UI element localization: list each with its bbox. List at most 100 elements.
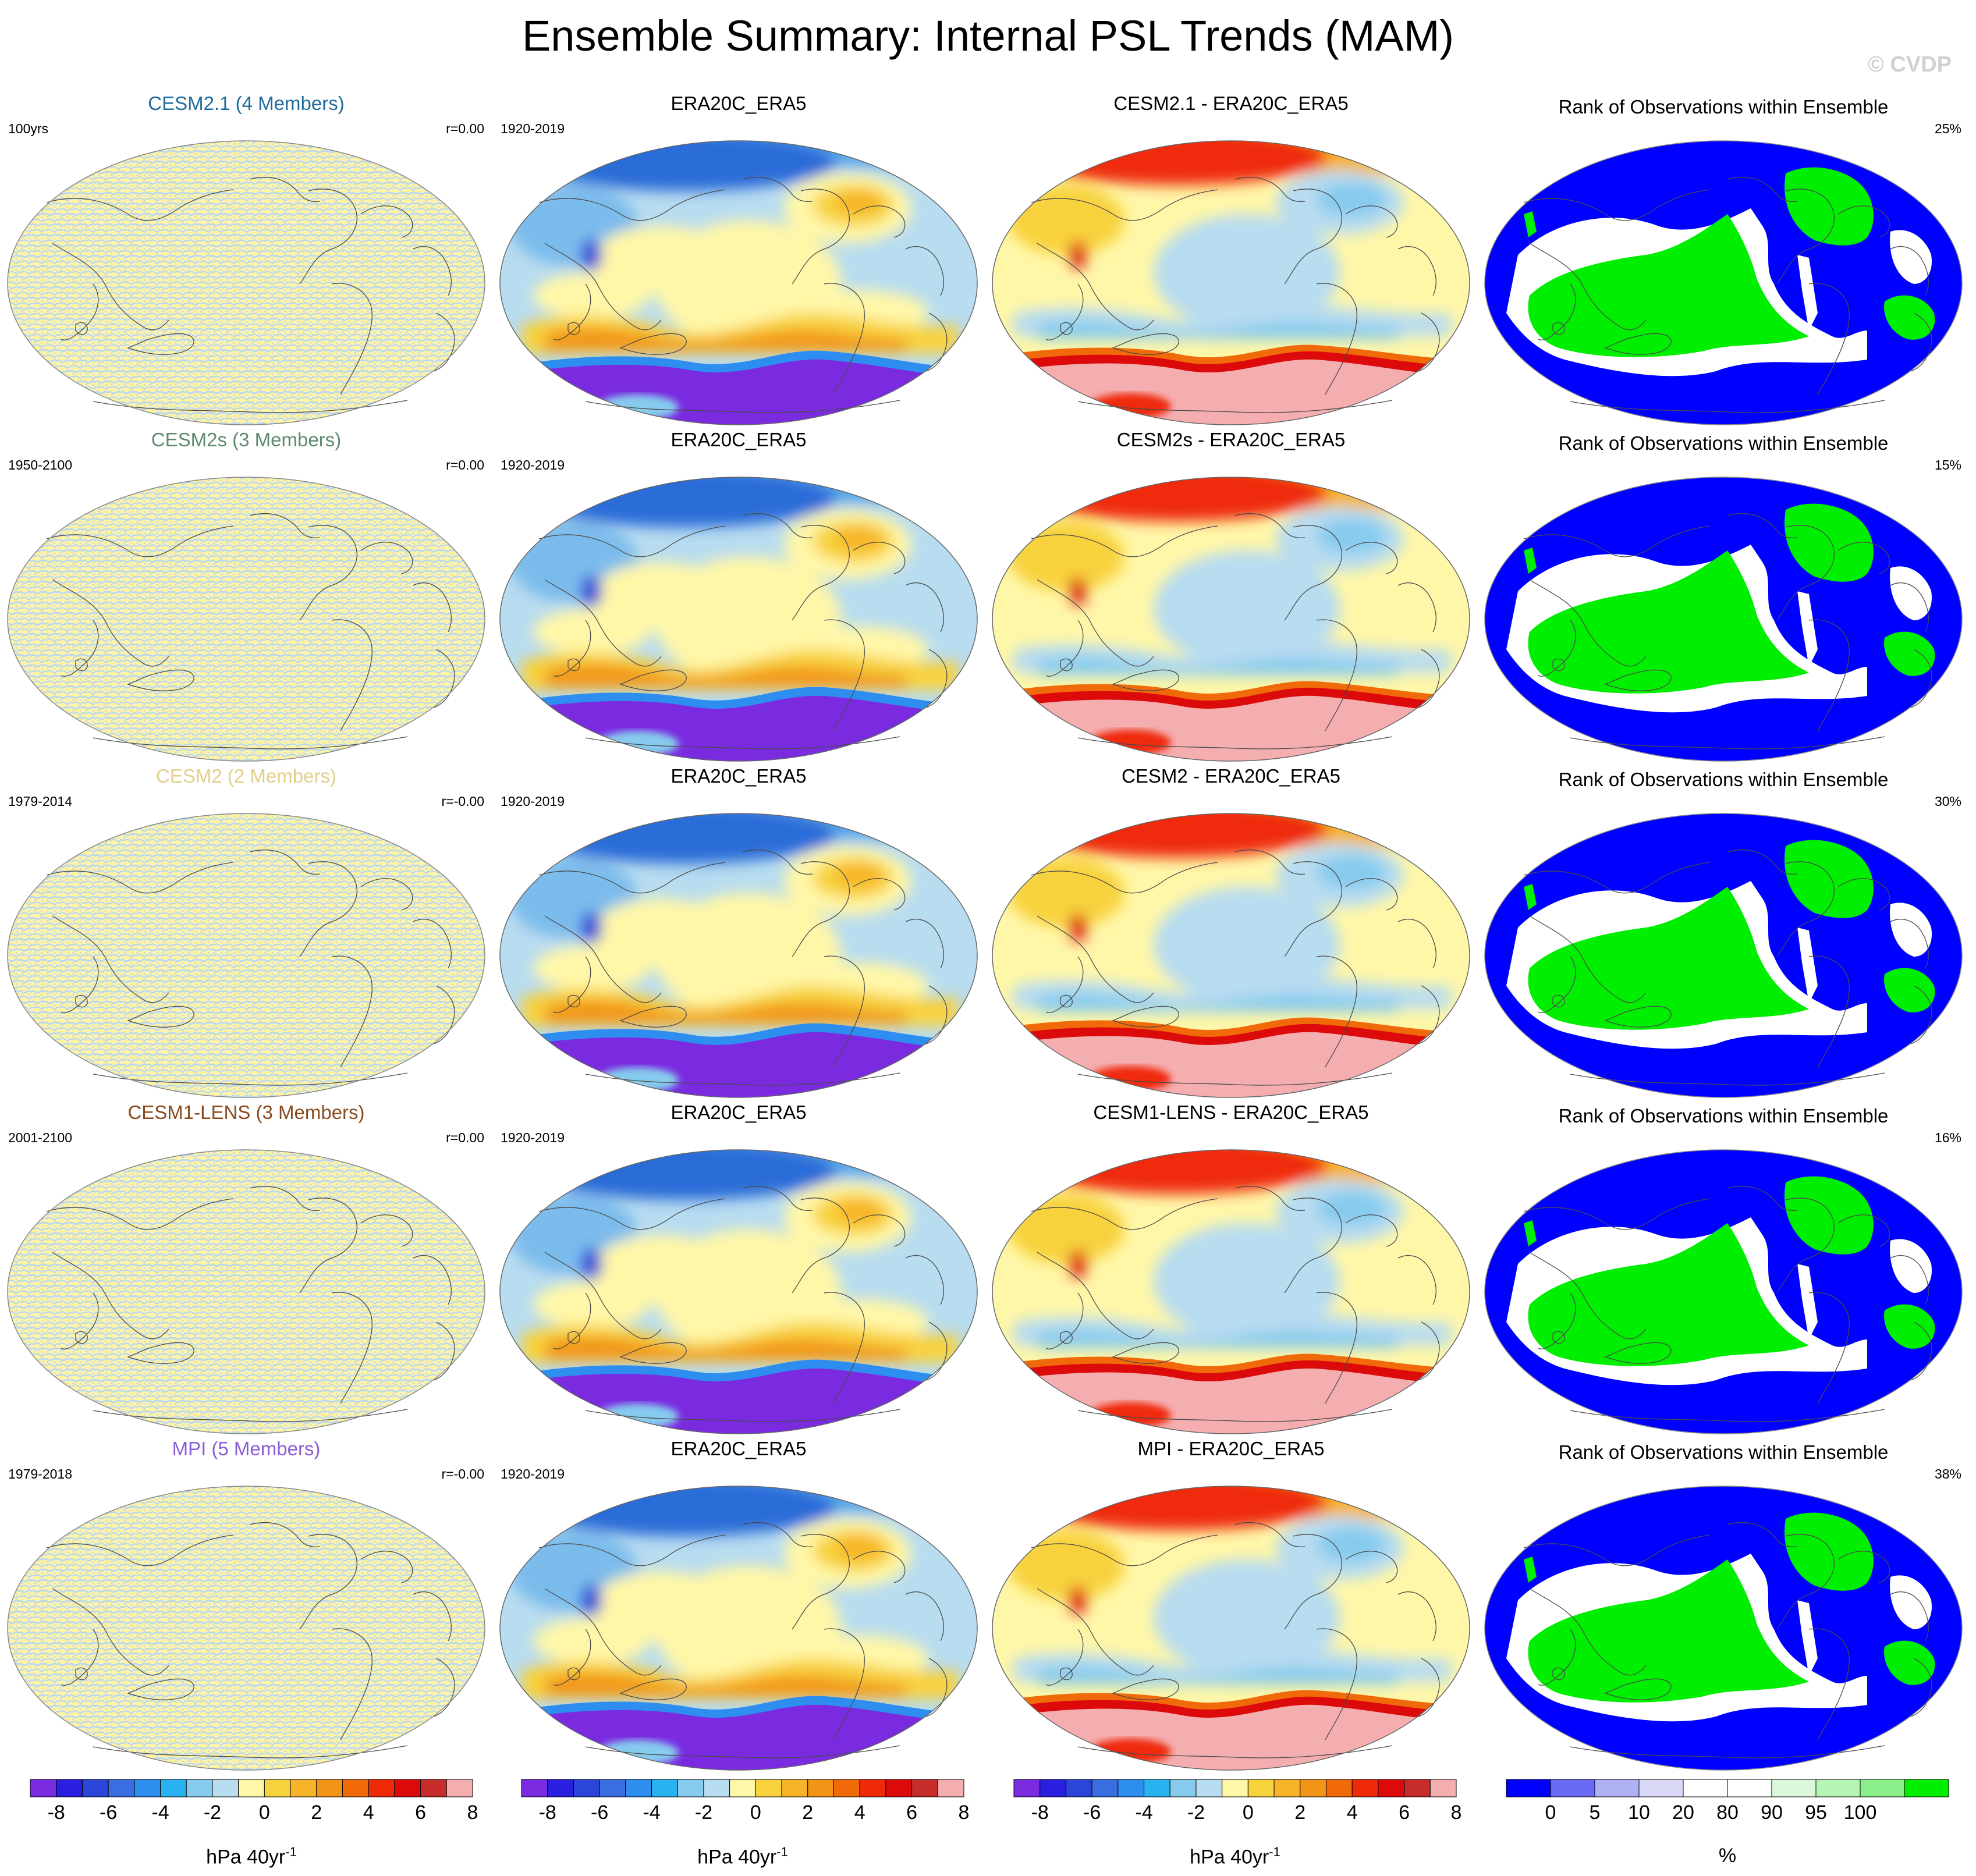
- colorbar-tick-label: 4: [1347, 1802, 1358, 1824]
- colorbar-box: [1325, 1779, 1353, 1797]
- colorbar-box: [1506, 1779, 1551, 1797]
- rank-percent: 16%: [1934, 1130, 1961, 1145]
- colorbar-box: [394, 1779, 421, 1797]
- rank-title: Rank of Observations within Ensemble: [1558, 1105, 1889, 1127]
- observations-title: ERA20C_ERA5: [671, 429, 807, 450]
- colorbar-rank: 0 5 10 20 80 90 95 100 %: [1506, 1779, 1949, 1876]
- colorbar-box: [729, 1779, 756, 1797]
- ensemble-title: CESM1-LENS (3 Members): [127, 1102, 365, 1123]
- map-difference: [991, 811, 1471, 1100]
- panel-difference: CESM2 - ERA20C_ERA5: [985, 765, 1477, 1101]
- observations-period: 1920-2019: [501, 1130, 565, 1145]
- map-observed-trend: [498, 475, 979, 763]
- colorbar-tick-label: 0: [259, 1802, 270, 1824]
- observations-period: 1920-2019: [501, 794, 565, 809]
- colorbar-tick-label: 90: [1761, 1802, 1783, 1824]
- panel-observations: ERA20C_ERA5 1920-2019: [492, 1101, 985, 1437]
- rank-percent: 38%: [1934, 1466, 1961, 1481]
- difference-title: MPI - ERA20C_ERA5: [1137, 1438, 1325, 1459]
- colorbar-box: [547, 1779, 574, 1797]
- map-observed-trend: [498, 138, 979, 427]
- map-ensemble-mean: [6, 138, 487, 427]
- colorbar-tick-label: -8: [1031, 1802, 1049, 1824]
- colorbar-box: [238, 1779, 265, 1797]
- map-difference: [991, 475, 1471, 763]
- pattern-correlation: r=0.00: [446, 1130, 484, 1145]
- colorbar-tick-label: 6: [415, 1802, 426, 1824]
- colorbar-box: [56, 1779, 83, 1797]
- map-rank: [1483, 1484, 1964, 1772]
- panel-difference: CESM1-LENS - ERA20C_ERA5: [985, 1101, 1477, 1437]
- map-ensemble-mean: [6, 811, 487, 1100]
- ensemble-title: CESM2.1 (4 Members): [148, 93, 345, 114]
- map-difference: [991, 138, 1471, 427]
- colorbar-tick-label: 2: [1294, 1802, 1305, 1824]
- colorbar-tick-label: 0: [1545, 1802, 1556, 1824]
- colorbar-tick-label: 95: [1805, 1802, 1827, 1824]
- map-ensemble-mean: [6, 475, 487, 763]
- map-rank: [1483, 811, 1964, 1100]
- colorbar-box: [368, 1779, 395, 1797]
- colorbar-box: [108, 1779, 135, 1797]
- observations-period: 1920-2019: [501, 121, 565, 136]
- panel-difference: CESM2s - ERA20C_ERA5: [985, 428, 1477, 765]
- colorbar-tick-label: 5: [1590, 1802, 1601, 1824]
- pattern-correlation: r=-0.00: [441, 794, 484, 809]
- ensemble-period: 1950-2100: [8, 457, 72, 472]
- colorbar-box: [1144, 1779, 1170, 1797]
- colorbar-box: [937, 1779, 964, 1797]
- colorbar-tick-label: -6: [1083, 1802, 1101, 1824]
- rank-percent: 15%: [1934, 457, 1961, 472]
- colorbar-box: [1351, 1779, 1379, 1797]
- colorbar-box: [1013, 1779, 1041, 1797]
- colorbar-box: [1429, 1779, 1457, 1797]
- colorbar-box: [30, 1779, 57, 1797]
- pattern-correlation: r=0.00: [446, 121, 484, 136]
- observations-title: ERA20C_ERA5: [671, 765, 807, 787]
- colorbar-box: [1169, 1779, 1197, 1797]
- ensemble-title: CESM2s (3 Members): [151, 429, 342, 450]
- colorbar-tick-label: 2: [311, 1802, 322, 1824]
- colorbar-tick-label: -8: [539, 1802, 556, 1824]
- ensemble-title: CESM2 (2 Members): [156, 765, 336, 787]
- colorbar-psl: -8 -6 -4 -2 0 2 4 6 8 hPa 40yr-1: [521, 1779, 969, 1876]
- rank-title: Rank of Observations within Ensemble: [1558, 1441, 1889, 1463]
- panel-ensemble: MPI (5 Members) 1979-2018 r=-0.00: [0, 1437, 492, 1774]
- observations-title: ERA20C_ERA5: [671, 93, 807, 114]
- colorbar-tick-label: 10: [1628, 1802, 1650, 1824]
- colorbar-box: [807, 1779, 834, 1797]
- panel-rank: Rank of Observations within Ensemble 25%: [1477, 92, 1970, 428]
- colorbar-box: [160, 1779, 187, 1797]
- map-rank: [1483, 1147, 1964, 1436]
- panel-ensemble: CESM2 (2 Members) 1979-2014 r=-0.00: [0, 765, 492, 1101]
- colorbar-box: [677, 1779, 704, 1797]
- colorbar-unit-label: hPa 40yr-1: [697, 1845, 788, 1868]
- panel-rank: Rank of Observations within Ensemble 15%: [1477, 428, 1970, 765]
- colorbar-box: [1091, 1779, 1119, 1797]
- colorbar-tick-label: -4: [643, 1802, 660, 1824]
- map-difference: [991, 1147, 1471, 1436]
- observations-title: ERA20C_ERA5: [671, 1102, 807, 1123]
- pattern-correlation: r=-0.00: [441, 1466, 484, 1481]
- map-ensemble-mean: [6, 1147, 487, 1436]
- map-rank: [1483, 475, 1964, 763]
- colorbar-box: [1860, 1779, 1905, 1797]
- colorbar-box: [703, 1779, 730, 1797]
- colorbar-psl-graphic: -8 -6 -4 -2 0 2 4 6 8: [30, 1779, 478, 1824]
- colorbar-box: [1904, 1779, 1949, 1797]
- difference-title: CESM2 - ERA20C_ERA5: [1122, 765, 1340, 787]
- colorbar-box: [1815, 1779, 1861, 1797]
- colorbar-box: [1594, 1779, 1640, 1797]
- colorbar-box: [1378, 1779, 1405, 1797]
- colorbar-box: [1247, 1779, 1275, 1797]
- colorbar-tick-label: 0: [1243, 1802, 1254, 1824]
- colorbar-box: [1683, 1779, 1728, 1797]
- colorbar-tick-label: -6: [591, 1802, 608, 1824]
- colorbar-tick-label: -6: [100, 1802, 117, 1824]
- colorbar-box: [1195, 1779, 1223, 1797]
- colorbar-box: [521, 1779, 548, 1797]
- ensemble-period: 2001-2100: [8, 1130, 72, 1145]
- map-ensemble-mean: [6, 1484, 487, 1772]
- colorbar-box: [1273, 1779, 1301, 1797]
- colorbar-tick-label: -8: [48, 1802, 65, 1824]
